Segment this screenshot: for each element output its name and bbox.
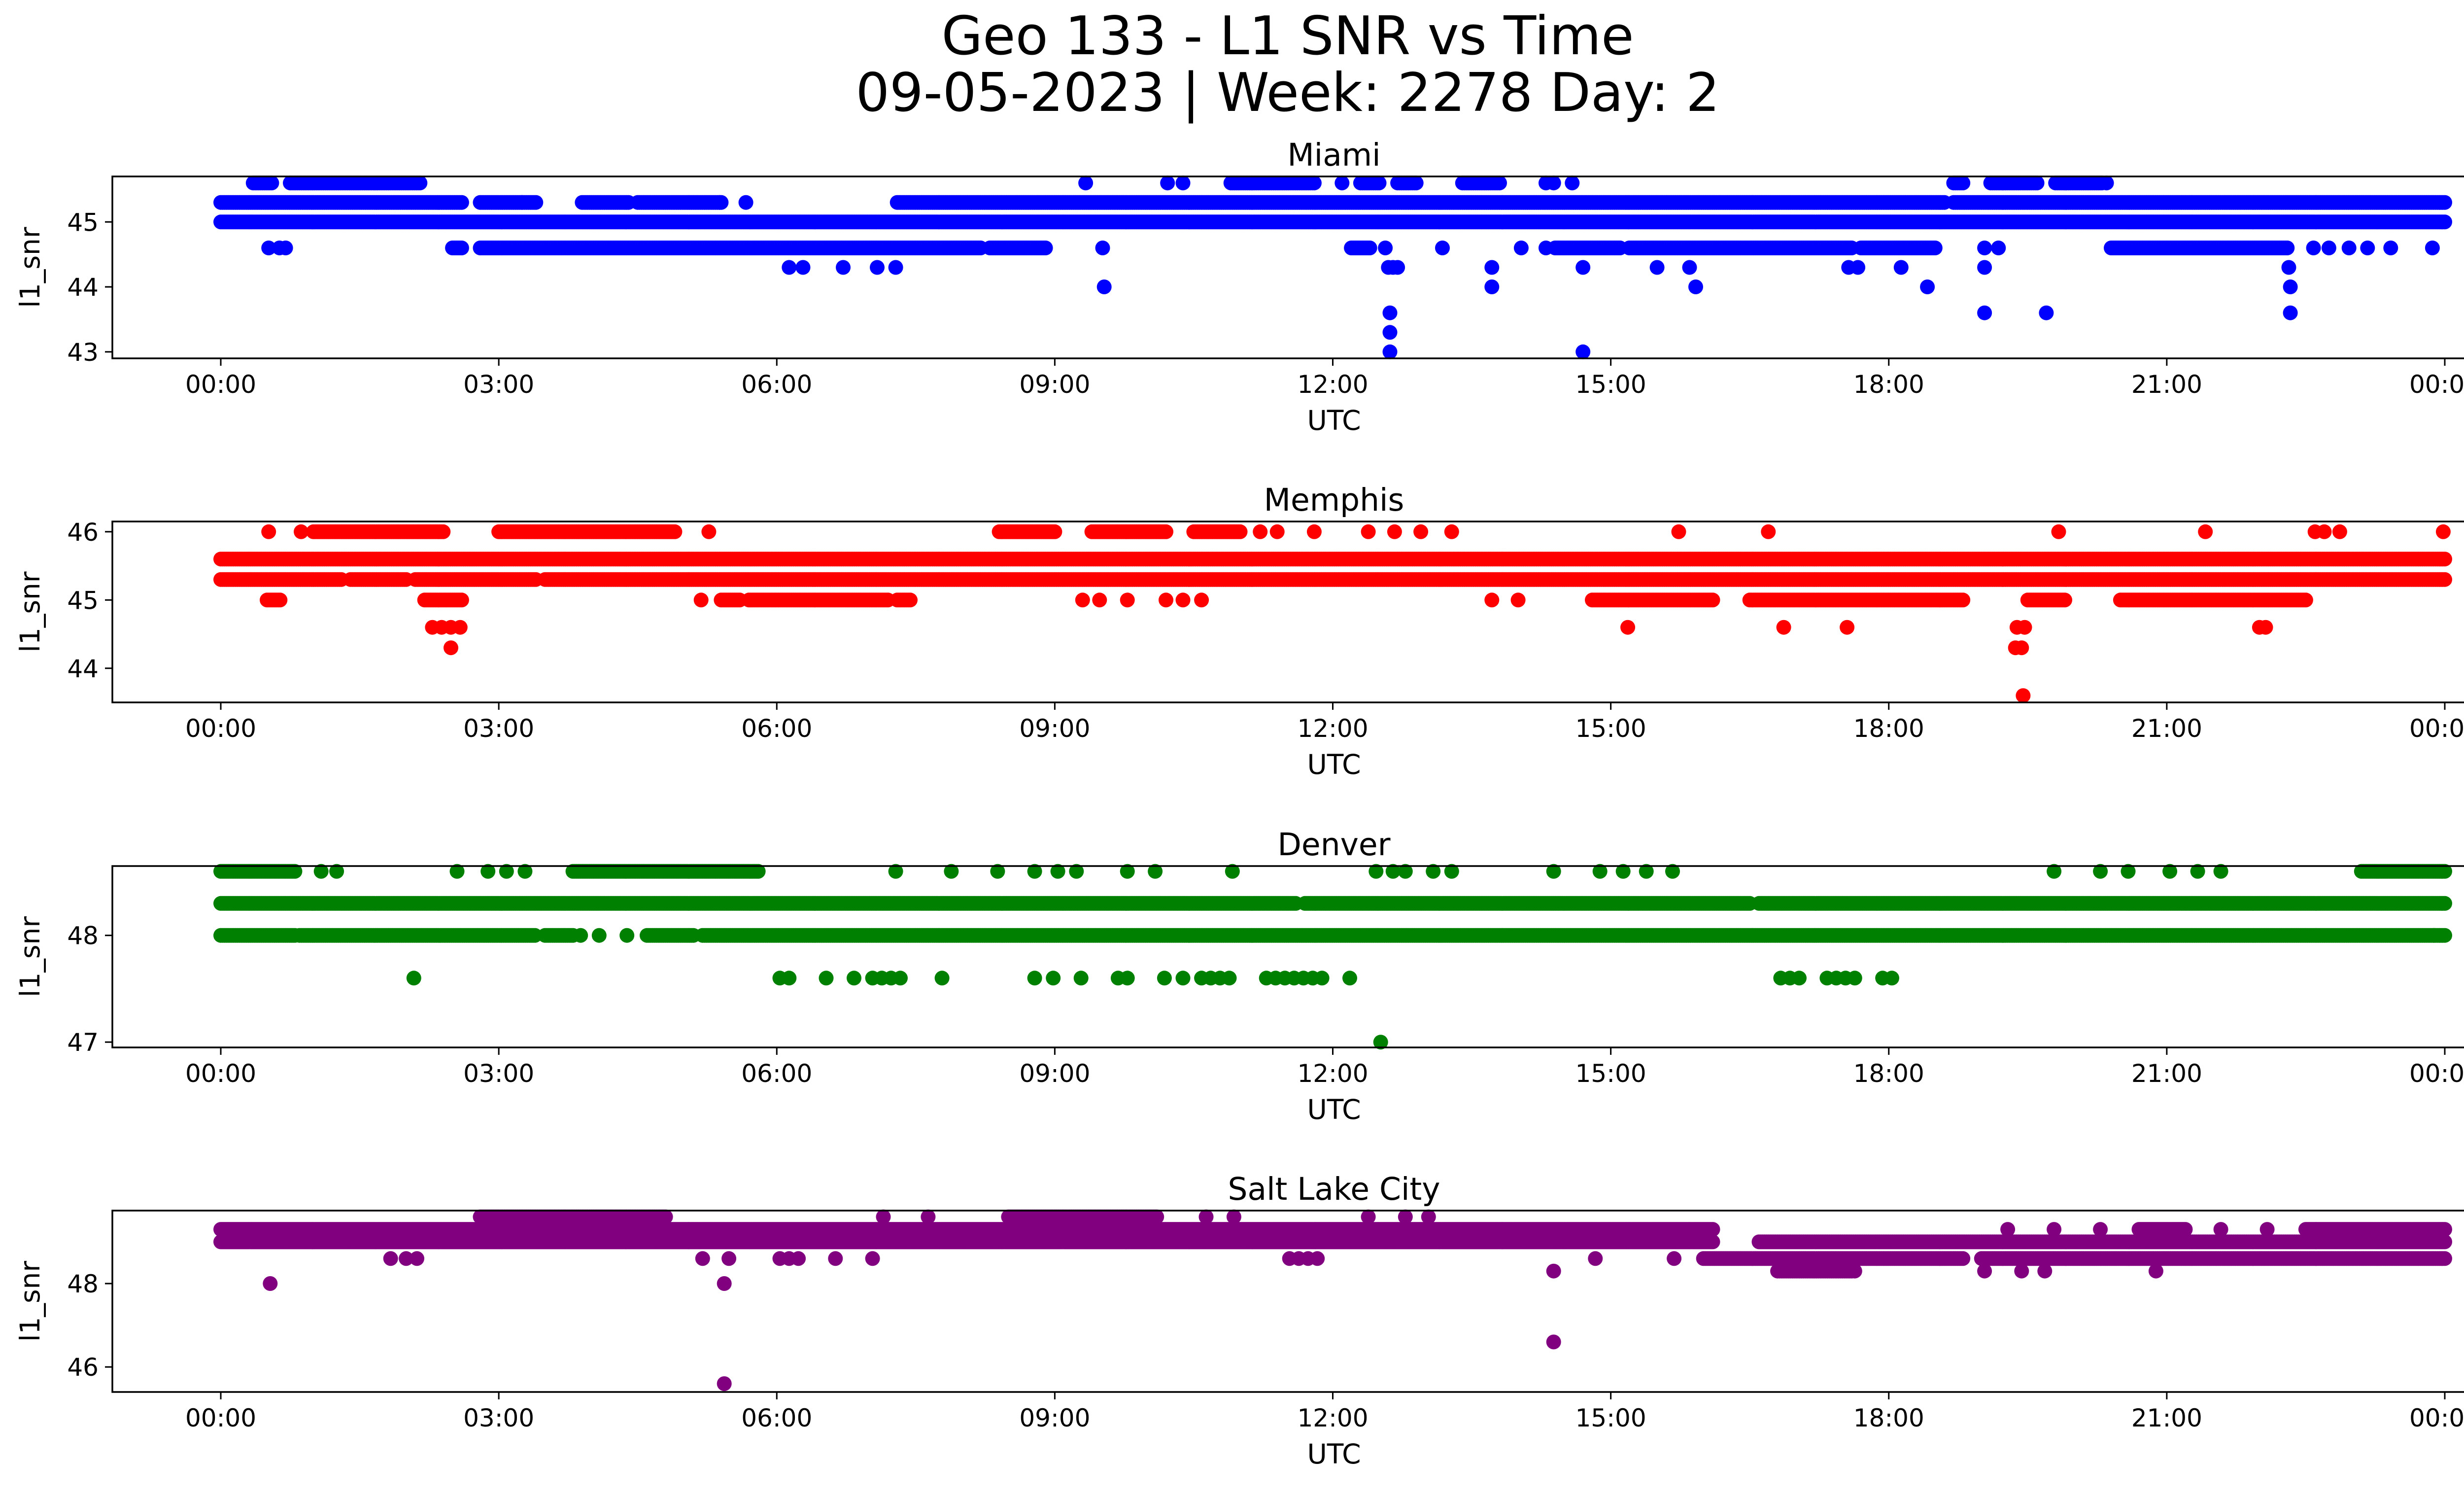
figure-title-line2: 09-05-2023 | Week: 2278 Day: 2	[856, 62, 1719, 124]
data-point	[836, 260, 851, 275]
data-point	[1408, 175, 1424, 191]
data-point	[2425, 241, 2440, 255]
data-point	[1095, 241, 1110, 255]
x-tick-label: 03:00	[463, 370, 534, 399]
data-point	[1649, 260, 1665, 275]
data-point	[1682, 260, 1697, 275]
data-point	[1893, 260, 1909, 275]
x-tick-label: 00:00	[2409, 370, 2464, 399]
data-point	[1382, 344, 1398, 359]
x-tick-label: 15:00	[1575, 370, 1646, 399]
chart-panels: Miami 00:00 03:00 06:00 09:00 12:00 15:00 18:00…	[14, 137, 2464, 1470]
data-point	[2437, 552, 2452, 567]
y-tick-label: 43	[67, 338, 99, 367]
x-tick-label: 21:00	[2131, 370, 2202, 399]
data-point	[2099, 175, 2114, 191]
subplot-title: Miami	[1287, 137, 1380, 173]
data-point	[1955, 175, 1971, 191]
y-axis-label: l1_snr	[14, 227, 46, 308]
data-point	[2283, 279, 2298, 294]
scatter-points	[213, 524, 2452, 703]
data-point	[1484, 279, 1500, 294]
data-point	[1378, 241, 1393, 255]
data-point	[1513, 241, 1529, 255]
data-point	[1492, 175, 1507, 191]
y-tick-label: 44	[67, 273, 99, 302]
data-point	[870, 260, 885, 275]
data-point	[264, 175, 279, 191]
data-point	[1390, 260, 1405, 275]
data-point	[1575, 260, 1591, 275]
data-point	[2437, 195, 2452, 210]
data-point	[1175, 175, 1191, 191]
x-axis-label: UTC	[1307, 405, 1361, 436]
data-point	[2039, 305, 2054, 320]
data-point	[412, 175, 428, 191]
data-point	[2383, 241, 2398, 255]
data-point	[1371, 175, 1387, 191]
data-point	[278, 241, 293, 255]
data-point	[888, 260, 903, 275]
figure-title-line1: Geo 133 - L1 SNR vs Time	[941, 5, 1634, 67]
data-point	[1335, 175, 1350, 191]
data-point	[2029, 175, 2045, 191]
x-tick-label: 12:00	[1297, 370, 1368, 399]
data-point	[1484, 260, 1500, 275]
data-point	[454, 241, 469, 255]
data-point	[1306, 175, 1322, 191]
data-point	[2283, 305, 2298, 320]
x-tick-label: 18:00	[1853, 370, 1924, 399]
data-point	[1920, 279, 1935, 294]
y-tick-label: 45	[67, 208, 99, 237]
data-point	[2360, 241, 2375, 255]
data-point	[1362, 241, 1377, 255]
data-point	[712, 195, 727, 210]
data-point	[782, 260, 797, 275]
subplot-0: Miami 00:00 03:00 06:00 09:00 12:00 15:00 18:00…	[14, 137, 2464, 436]
data-point	[454, 195, 469, 210]
data-point	[2281, 260, 2296, 275]
data-point	[795, 260, 811, 275]
data-point	[1575, 344, 1591, 359]
x-tick-label: 00:00	[185, 370, 256, 399]
data-point	[2280, 241, 2295, 255]
data-point	[1160, 175, 1175, 191]
scatter-points	[213, 175, 2452, 359]
data-point	[1977, 260, 1992, 275]
data-point	[2437, 214, 2452, 230]
data-point	[1435, 241, 1450, 255]
data-point	[1096, 279, 1112, 294]
data-point	[1927, 241, 1943, 255]
x-tick-label: 09:00	[1019, 370, 1090, 399]
subplot-title: Memphis	[1264, 482, 1404, 518]
data-point	[1991, 241, 2006, 255]
data-point	[1977, 305, 1992, 320]
data-point	[2306, 241, 2321, 255]
data-point	[1382, 325, 1398, 340]
data-point	[1850, 260, 1866, 275]
data-point	[1977, 241, 1992, 255]
data-point	[528, 195, 544, 210]
data-point	[738, 195, 753, 210]
data-point	[1546, 175, 1561, 191]
data-point	[1038, 241, 1053, 255]
data-point	[1539, 241, 1553, 255]
data-point	[2321, 241, 2336, 255]
data-point	[514, 195, 530, 210]
data-point	[2341, 241, 2357, 255]
data-point	[1078, 175, 1094, 191]
data-point	[1565, 175, 1580, 191]
data-point	[1382, 305, 1398, 320]
x-tick-label: 06:00	[741, 370, 812, 399]
data-point	[1688, 279, 1703, 294]
